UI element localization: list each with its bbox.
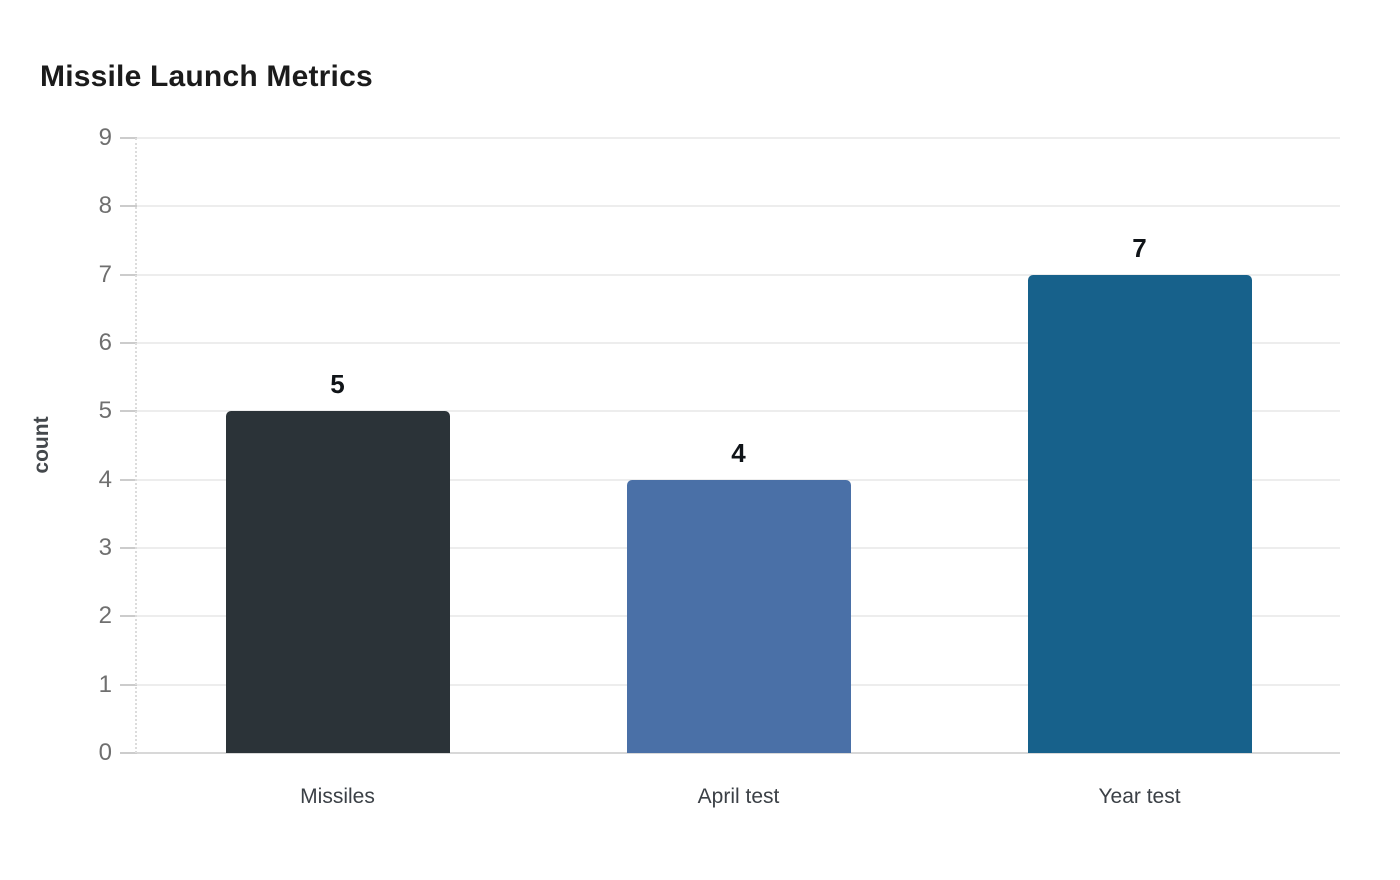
chart-title: Missile Launch Metrics bbox=[40, 60, 373, 93]
y-tick-mark-7 bbox=[120, 273, 137, 276]
y-tick-label-7: 7 bbox=[98, 260, 112, 288]
y-tick-mark-0 bbox=[120, 752, 137, 754]
bar-april-test bbox=[626, 479, 851, 753]
gridline-y8 bbox=[137, 205, 1340, 208]
value-label-1: 4 bbox=[731, 437, 746, 468]
category-label-0: Missiles bbox=[300, 785, 375, 808]
y-tick-mark-9 bbox=[120, 137, 137, 139]
bar-missiles bbox=[225, 411, 450, 753]
y-tick-label-4: 4 bbox=[98, 465, 112, 493]
category-label-2: Year test bbox=[1098, 785, 1181, 808]
y-tick-mark-8 bbox=[120, 205, 137, 208]
y-tick-mark-1 bbox=[120, 683, 137, 686]
gridline-y9 bbox=[137, 137, 1340, 139]
value-label-0: 5 bbox=[330, 369, 345, 400]
gridline-y7 bbox=[137, 273, 1340, 276]
y-tick-label-1: 1 bbox=[98, 670, 112, 698]
y-tick-label-2: 2 bbox=[98, 602, 112, 630]
y-tick-mark-5 bbox=[120, 410, 137, 413]
gridline-y6 bbox=[137, 342, 1340, 344]
y-tick-mark-6 bbox=[120, 342, 137, 344]
y-tick-mark-2 bbox=[120, 615, 137, 618]
y-tick-mark-3 bbox=[120, 547, 137, 549]
y-axis-line bbox=[135, 138, 137, 753]
category-label-1: April test bbox=[697, 785, 780, 808]
value-label-2: 7 bbox=[1132, 232, 1147, 263]
y-tick-label-8: 8 bbox=[98, 192, 112, 220]
gridline-y5 bbox=[137, 410, 1340, 413]
gridline-y0 bbox=[137, 752, 1340, 754]
y-tick-label-9: 9 bbox=[98, 124, 112, 151]
y-axis-title: count bbox=[30, 416, 53, 474]
y-tick-label-3: 3 bbox=[98, 534, 112, 561]
bar-year-test bbox=[1027, 274, 1252, 753]
y-tick-label-6: 6 bbox=[98, 329, 112, 356]
y-tick-mark-4 bbox=[120, 478, 137, 481]
y-tick-label-0: 0 bbox=[98, 739, 112, 766]
y-tick-label-5: 5 bbox=[98, 397, 112, 425]
